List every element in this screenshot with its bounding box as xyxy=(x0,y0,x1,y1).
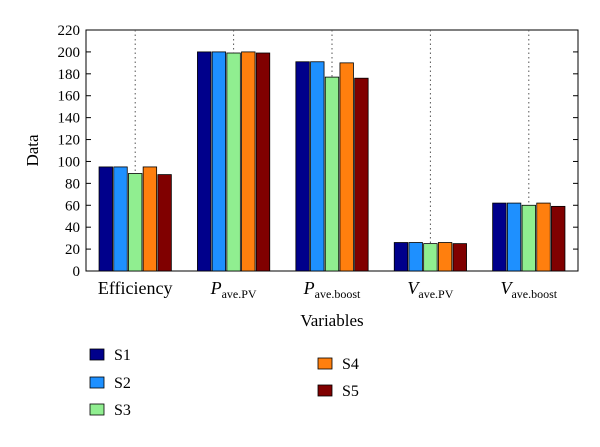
y-tick-label-11: 220 xyxy=(58,23,81,39)
bar-s4-1 xyxy=(241,51,256,272)
bar-s2-2 xyxy=(310,61,325,272)
bar-s5-2 xyxy=(354,77,369,272)
legend-label-s2: S2 xyxy=(114,375,131,392)
bar-s3-4 xyxy=(521,204,536,272)
bar-s3-3 xyxy=(423,243,438,272)
x-tick-label-3: Vave.PV xyxy=(407,278,453,301)
bar-s3-0 xyxy=(128,173,143,272)
legend-swatch-s2 xyxy=(89,376,105,389)
x-tick-label-0: Efficiency xyxy=(98,278,173,298)
y-tick-label-5: 100 xyxy=(58,154,81,170)
bar-s1-4 xyxy=(492,202,507,272)
x-tick-label-4: Vave.boost xyxy=(500,278,557,301)
bar-s5-1 xyxy=(255,52,271,272)
bar-s4-2 xyxy=(339,62,354,272)
y-axis-title: Data xyxy=(23,134,42,167)
bar-s4-3 xyxy=(437,242,453,272)
bar-s5-3 xyxy=(452,243,467,272)
y-tick-label-10: 200 xyxy=(58,45,81,61)
bar-s5-4 xyxy=(551,205,566,272)
legend-swatch-s5 xyxy=(317,384,333,397)
bar-s4-4 xyxy=(536,202,551,272)
bar-s3-2 xyxy=(324,76,340,272)
legend-label-s5: S5 xyxy=(342,383,359,400)
y-tick-label-4: 80 xyxy=(65,176,80,192)
x-tick-label-2: Pave.boost xyxy=(303,278,361,301)
bar-s2-1 xyxy=(211,51,227,272)
bar-s1-0 xyxy=(98,166,113,272)
bar-s4-0 xyxy=(142,166,158,272)
y-tick-label-9: 180 xyxy=(58,67,81,83)
legend-swatch-s4 xyxy=(317,357,333,370)
x-axis-title: Variables xyxy=(300,311,363,330)
y-tick-label-2: 40 xyxy=(65,220,80,236)
y-tick-label-7: 140 xyxy=(58,111,81,127)
legend-label-s4: S4 xyxy=(342,356,359,373)
bar-s5-0 xyxy=(157,174,172,272)
bar-s1-1 xyxy=(197,51,212,272)
bar-s1-2 xyxy=(295,61,310,272)
legend-label-s1: S1 xyxy=(114,347,131,364)
bar-s2-0 xyxy=(113,166,128,272)
bar-s2-3 xyxy=(408,242,423,272)
y-tick-label-6: 120 xyxy=(58,133,81,149)
x-tick-label-1: Pave.PV xyxy=(210,278,257,301)
y-tick-label-1: 20 xyxy=(65,242,80,258)
y-tick-label-8: 160 xyxy=(58,89,81,105)
y-tick-label-3: 60 xyxy=(65,198,80,214)
bar-s3-1 xyxy=(226,52,241,272)
legend-label-s3: S3 xyxy=(114,402,131,419)
bar-s2-4 xyxy=(506,202,522,272)
legend-swatch-s1 xyxy=(89,348,105,361)
legend-swatch-s3 xyxy=(89,403,105,416)
y-tick-label-0: 0 xyxy=(73,264,81,280)
bar-s1-3 xyxy=(393,242,409,272)
